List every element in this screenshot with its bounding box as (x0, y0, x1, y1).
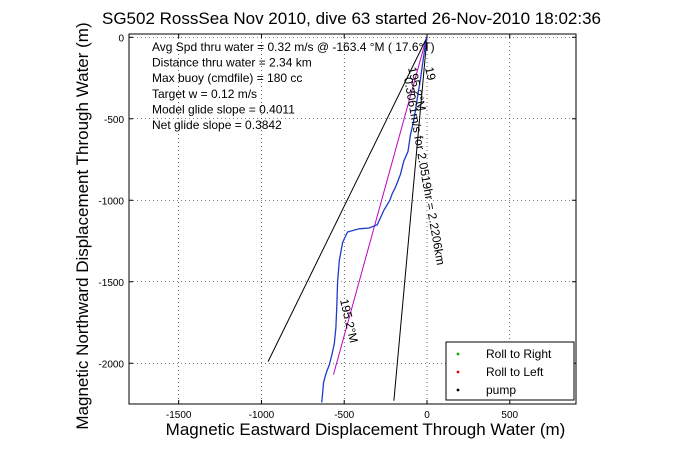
legend-label: Roll to Left (486, 365, 544, 379)
track-line (321, 37, 428, 403)
tick-layer: -1500 -1000 -500 0 500 0 -500 -1000 -1500 -2000 (98, 33, 576, 421)
annotation-line: Model glide slope = 0.4011 (152, 102, 295, 116)
y-tick-label: -500 (104, 115, 124, 126)
legend-label: Roll to Right (486, 347, 552, 361)
plot-frame (128, 33, 577, 405)
annotation-line: Avg Spd thru water = 0.32 m/s @ -163.4 °… (152, 40, 435, 54)
x-tick-label: -1000 (249, 410, 275, 421)
x-tick-label: 0 (424, 410, 430, 421)
y-tick-label: -2000 (98, 359, 124, 370)
legend-entries: Roll to Right Roll to Left pump (456, 347, 552, 397)
cone-line (267, 37, 428, 362)
legend: Roll to Right Roll to Left pump (445, 341, 575, 401)
annotation-block: Avg Spd thru water = 0.32 m/s @ -163.4 °… (152, 40, 435, 132)
legend-box (445, 341, 575, 401)
y-tick-label: -1500 (98, 278, 124, 289)
chart-title: SG502 RossSea Nov 2010, dive 63 started … (102, 9, 601, 28)
annotation-line: Target w = 0.12 m/s (152, 87, 257, 101)
legend-marker (456, 352, 460, 356)
x-tick-label: -1500 (166, 410, 192, 421)
legend-label: pump (486, 383, 516, 397)
y-tick-label: 0 (118, 33, 124, 44)
annotation-line: Max buoy (cmdfile) = 180 cc (152, 71, 302, 85)
legend-marker (456, 388, 460, 392)
series-layer (267, 37, 428, 403)
y-tick-label: -1000 (98, 196, 124, 207)
heading-line (332, 38, 427, 375)
annotation-line: Net glide slope = 0.3842 (152, 118, 282, 132)
annotation-line: Distance thru water = 2.34 km (152, 56, 312, 70)
x-axis-label: Magnetic Eastward Displacement Through W… (166, 420, 566, 439)
legend-marker (456, 370, 460, 374)
track-label: 19 (422, 66, 439, 82)
y-axis-label: Magnetic Northward Displacement Through … (73, 22, 92, 429)
cone-line (393, 37, 428, 401)
x-tick-label: -500 (334, 410, 354, 421)
x-tick-label: 500 (501, 410, 518, 421)
